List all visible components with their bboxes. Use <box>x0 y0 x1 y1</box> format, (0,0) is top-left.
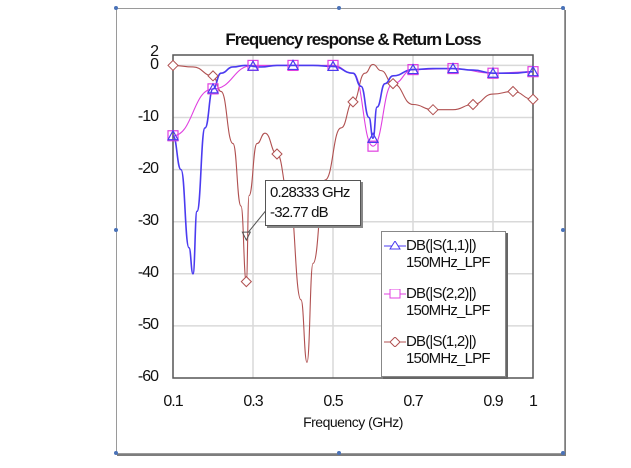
square-marker-icon <box>384 289 406 299</box>
marker-frequency: 0.28333 GHz <box>270 184 350 201</box>
y-tick-label: -30 <box>137 211 159 229</box>
x-tick-label: 0.7 <box>403 393 423 410</box>
x-tick-label: 0.3 <box>243 393 263 410</box>
x-tick-label: 0.1 <box>163 393 183 410</box>
x-tick-label: 0.5 <box>323 393 343 410</box>
chart-title: Frequency response & Return Loss <box>225 30 481 49</box>
resize-handle[interactable] <box>337 6 341 10</box>
resize-handle[interactable] <box>561 6 565 10</box>
y-tick-label: 0 <box>150 56 159 74</box>
diamond-marker-icon <box>384 337 406 347</box>
resize-handle[interactable] <box>561 228 565 232</box>
resize-handle[interactable] <box>114 228 118 232</box>
y-tick-label: -20 <box>137 159 159 177</box>
y-tick-label: -50 <box>137 315 159 333</box>
y-tick-label: -60 <box>137 368 159 385</box>
x-tick-label: 0.9 <box>483 393 503 410</box>
resize-handle[interactable] <box>114 451 118 455</box>
resize-handle[interactable] <box>114 6 118 10</box>
legend[interactable]: DB(|S(1,1)|) 150MHz_LPF DB(|S(2,2)|) 150MH… <box>381 231 506 377</box>
resize-handle[interactable] <box>561 451 565 455</box>
x-axis-label: Frequency (GHz) <box>303 414 403 430</box>
y-tick-label: 2 <box>150 43 159 60</box>
marker-readout[interactable]: 0.28333 GHz -32.77 dB <box>265 180 361 226</box>
resize-handle[interactable] <box>337 451 341 455</box>
y-tick-label: -10 <box>137 107 159 125</box>
marker-value: -32.77 dB <box>270 204 329 221</box>
y-tick-label: -40 <box>137 263 159 281</box>
triangle-marker-icon <box>384 241 406 250</box>
x-tick-label: 1 <box>529 393 538 410</box>
